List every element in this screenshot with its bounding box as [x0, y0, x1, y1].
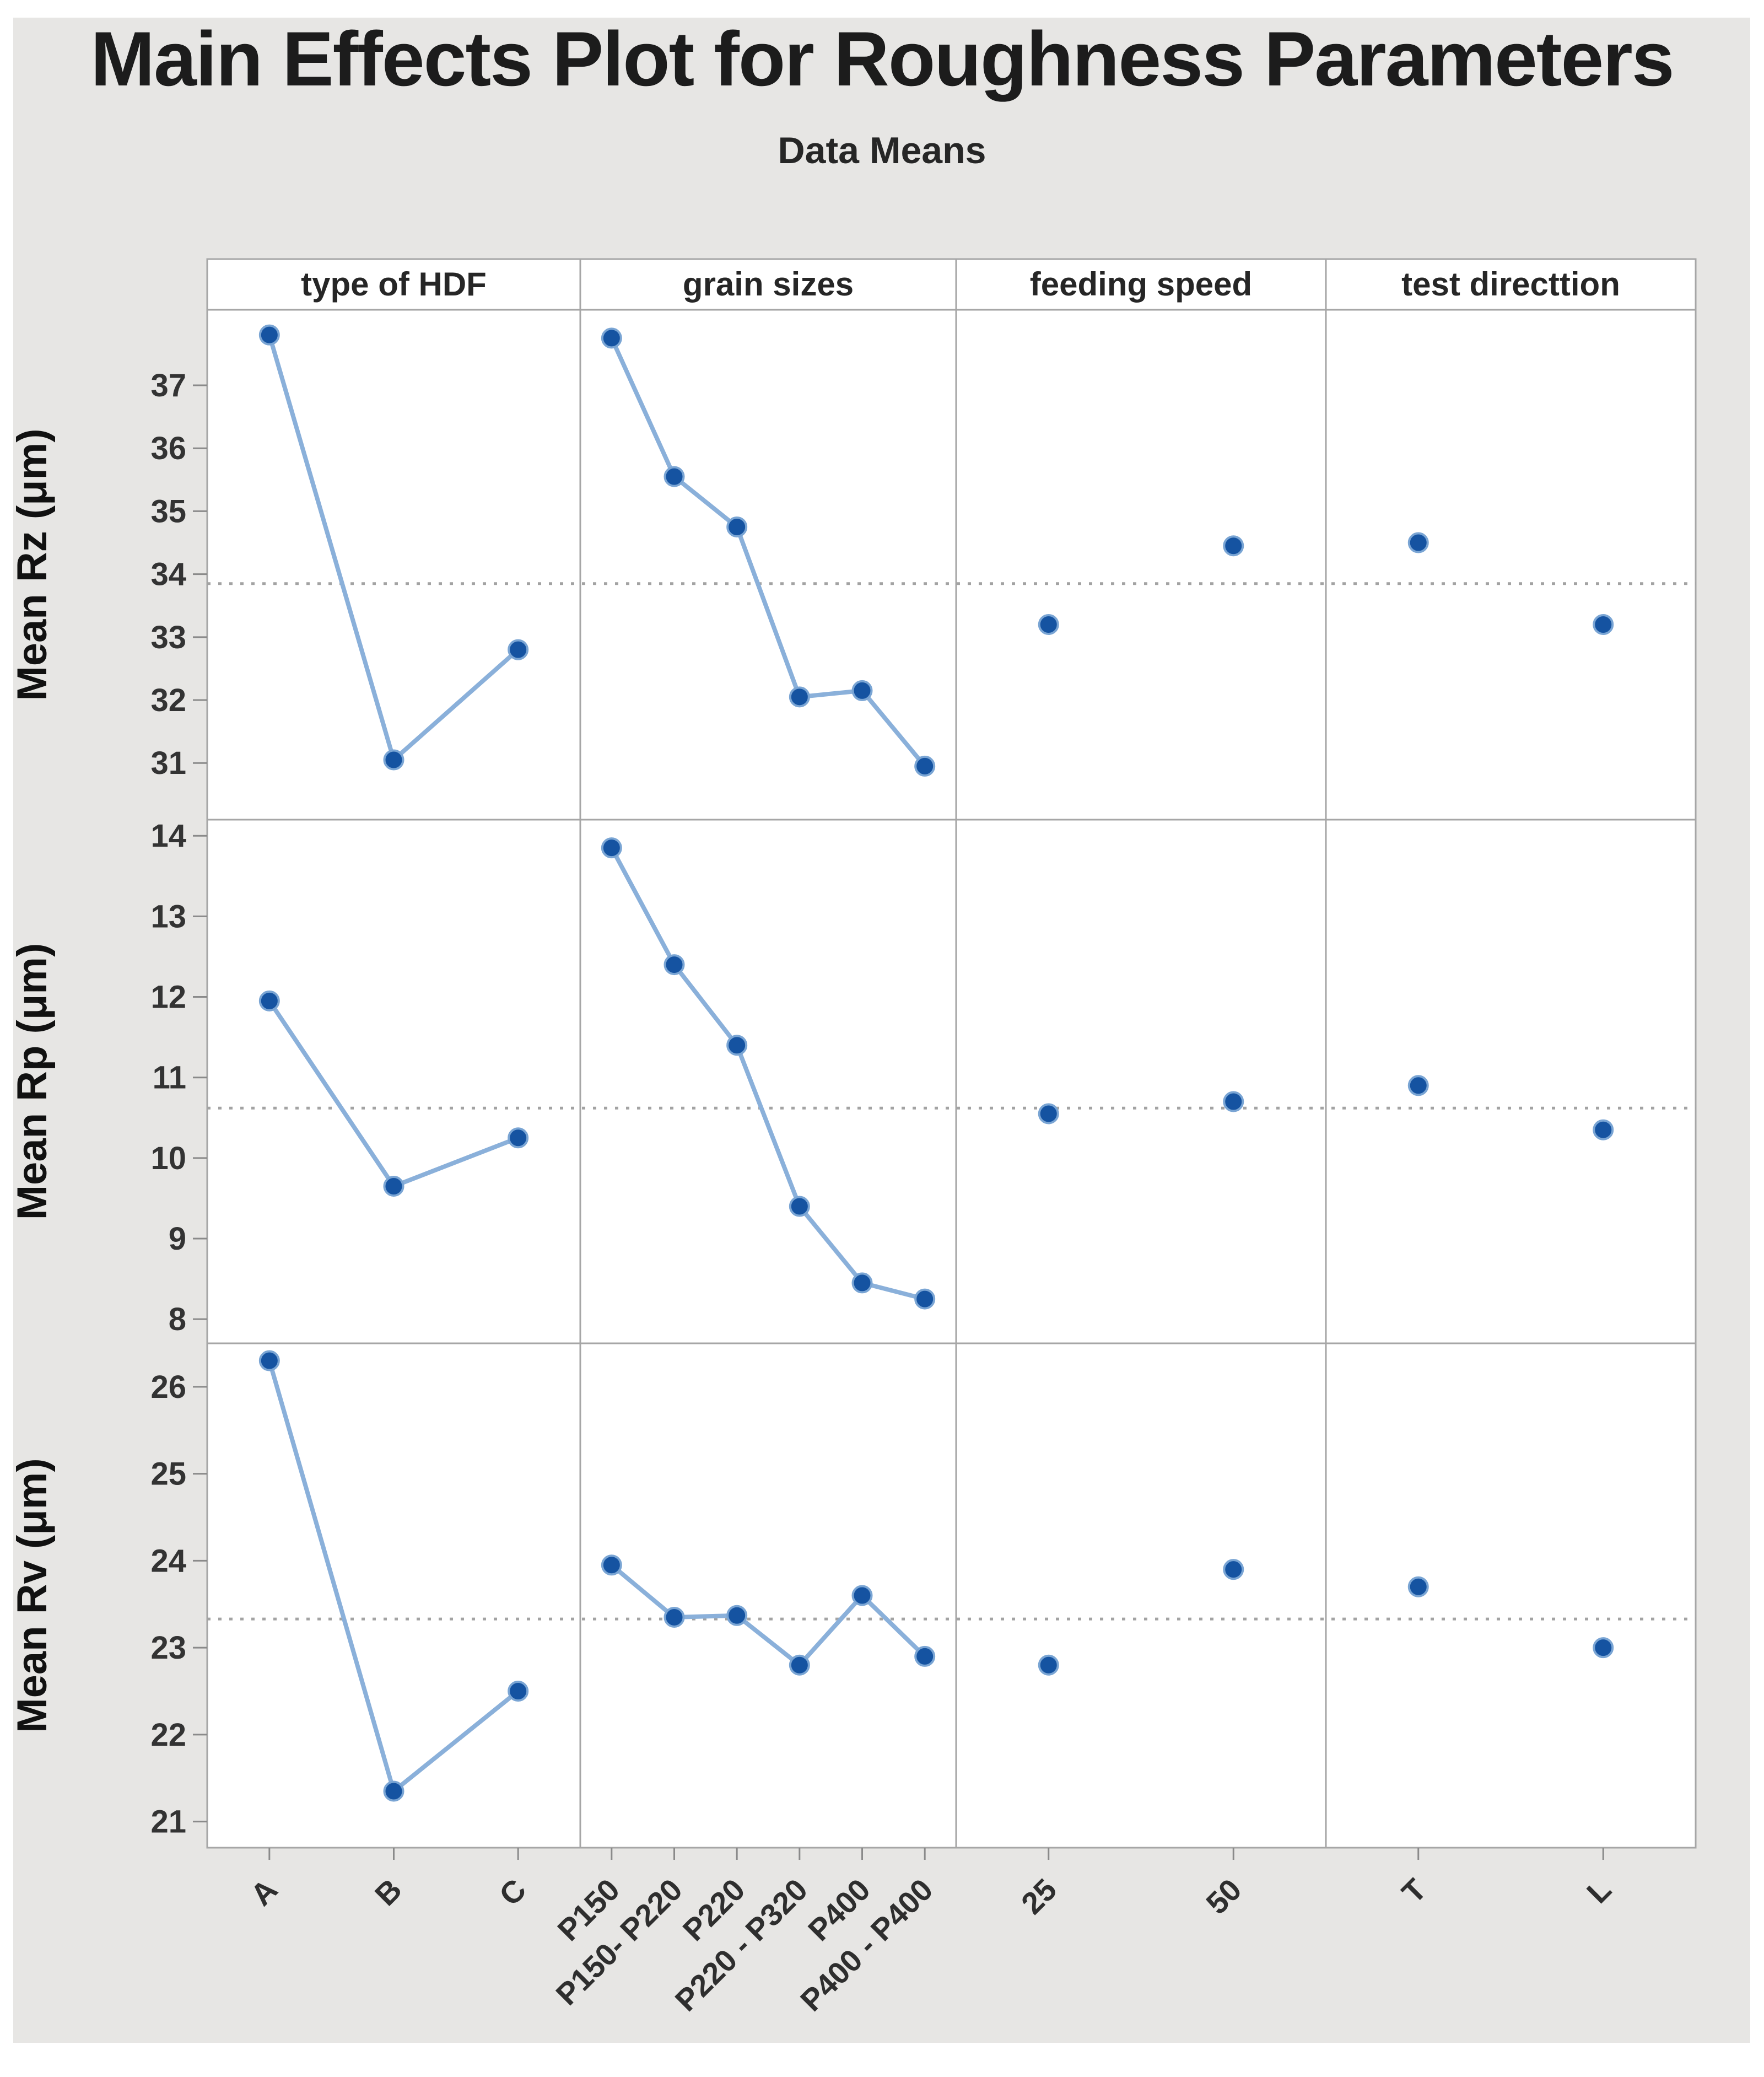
data-point: [663, 466, 685, 487]
panel-r0c0: [206, 309, 581, 821]
y-tick-label: 10: [150, 1140, 186, 1176]
data-point: [508, 1681, 529, 1702]
y-tick-label: 34: [150, 557, 186, 593]
data-point: [789, 1654, 810, 1676]
data-point: [258, 1350, 280, 1371]
y-tick-label: 32: [150, 682, 186, 718]
y-tick-label: 14: [150, 818, 186, 854]
data-point: [1038, 1103, 1059, 1124]
y-tick-label: 31: [150, 745, 186, 781]
y-tick-label: 35: [150, 493, 186, 529]
y-tick-label: 26: [150, 1369, 186, 1405]
data-point: [383, 1176, 404, 1197]
data-point: [508, 1127, 529, 1149]
data-point: [914, 1288, 936, 1310]
data-point: [914, 755, 936, 777]
series-line: [609, 847, 926, 1301]
y-tick-label: 8: [169, 1301, 186, 1337]
data-point: [851, 1272, 873, 1294]
data-point: [851, 680, 873, 701]
y-axis-title: Mean Rz (μm): [9, 428, 56, 701]
x-tick-label: 50: [1199, 1872, 1248, 1921]
x-tick-label: L: [1580, 1872, 1618, 1910]
chart-subtitle: Data Means: [778, 130, 986, 171]
data-point: [1593, 1119, 1614, 1140]
data-point: [601, 837, 622, 859]
y-tick-label: 37: [150, 368, 186, 403]
y-axis-title: Mean Rv (μm): [9, 1458, 56, 1732]
panel-r1c2: [955, 819, 1327, 1344]
column-header-label: test directtion: [1401, 266, 1620, 303]
panel-r2c2: [955, 1342, 1327, 1849]
data-point: [258, 324, 280, 346]
data-point: [663, 954, 685, 976]
data-point: [1038, 614, 1059, 635]
data-point: [914, 1645, 936, 1667]
data-point: [1593, 614, 1614, 635]
x-tick-label: 25: [1015, 1872, 1064, 1921]
data-point: [1223, 1559, 1244, 1580]
y-tick-label: 22: [150, 1717, 186, 1753]
x-tick-label: C: [492, 1872, 532, 1912]
y-tick-label: 25: [150, 1456, 186, 1492]
y-tick-label: 9: [169, 1221, 186, 1257]
panel-r2c1: [579, 1342, 957, 1849]
y-axis-title: Mean Rp (μm): [9, 943, 56, 1220]
data-point: [851, 1585, 873, 1606]
x-tick-label: A: [244, 1872, 284, 1912]
data-point: [383, 1780, 404, 1802]
panel-r1c0: [206, 819, 581, 1344]
data-point: [726, 1035, 748, 1056]
data-point: [789, 1196, 810, 1217]
data-point: [1407, 532, 1429, 553]
y-tick-label: 21: [150, 1804, 186, 1840]
y-tick-label: 33: [150, 620, 186, 655]
series-line: [609, 337, 927, 768]
data-point: [1223, 535, 1244, 557]
data-point: [383, 749, 404, 771]
panel-r0c2: [955, 309, 1327, 821]
panel-r1c3: [1325, 819, 1697, 1344]
y-tick-label: 13: [150, 898, 186, 934]
data-point: [1407, 1576, 1429, 1597]
data-point: [1038, 1654, 1059, 1676]
x-tick-label: T: [1395, 1872, 1433, 1910]
column-header-label: type of HDF: [301, 266, 487, 303]
x-tick-label: B: [368, 1872, 408, 1912]
panel-r0c1: [579, 309, 957, 821]
y-tick-label: 11: [153, 1060, 186, 1096]
panel-r2c0: [206, 1342, 581, 1849]
panel-r2c3: [1325, 1342, 1697, 1849]
data-point: [663, 1606, 685, 1628]
data-point: [726, 516, 748, 537]
y-tick-label: 12: [150, 980, 186, 1015]
column-header-label: feeding speed: [1030, 266, 1252, 303]
data-point: [789, 686, 810, 708]
y-tick-label: 36: [150, 431, 186, 466]
data-point: [726, 1605, 748, 1626]
data-point: [258, 990, 280, 1011]
panel-r0c3: [1325, 309, 1697, 821]
data-point: [601, 327, 622, 349]
data-point: [1223, 1091, 1244, 1112]
data-point: [1593, 1637, 1614, 1659]
data-point: [601, 1554, 622, 1576]
series-line: [610, 1563, 926, 1669]
y-tick-label: 23: [150, 1630, 186, 1666]
column-header-label: grain sizes: [683, 266, 854, 303]
data-point: [1407, 1075, 1429, 1096]
data-point: [508, 639, 529, 660]
y-tick-label: 24: [150, 1543, 186, 1579]
chart-title: Main Effects Plot for Roughness Paramete…: [90, 15, 1674, 102]
